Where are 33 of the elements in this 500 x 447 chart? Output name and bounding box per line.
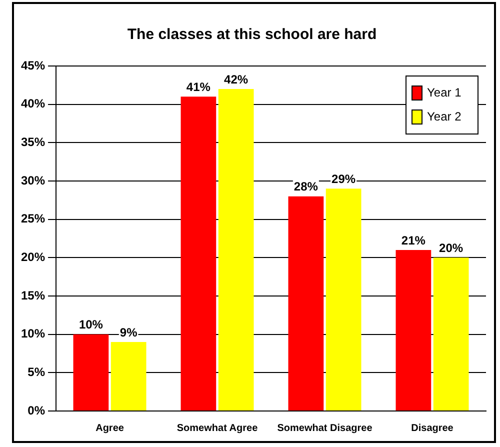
y-tick-label: 20%	[20, 250, 46, 264]
data-label: 20%	[439, 240, 464, 255]
data-label: 41%	[186, 80, 211, 94]
y-tick-label: 25%	[20, 212, 46, 226]
y-tick-label: 10%	[20, 326, 46, 341]
x-tick-label: Agree	[96, 422, 124, 434]
data-label: 29%	[332, 172, 356, 186]
y-tick-label: 45%	[20, 58, 46, 72]
bar	[110, 342, 146, 410]
data-label: 42%	[224, 72, 248, 86]
y-tick-label: 15%	[20, 288, 46, 302]
y-tick-label: 35%	[20, 134, 46, 149]
bar	[326, 188, 362, 410]
y-tick-label: 40%	[20, 96, 46, 111]
legend-label: Year 1	[427, 85, 462, 100]
y-tick-label: 5%	[28, 364, 46, 379]
bar	[218, 89, 254, 410]
x-tick-label: Somewhat Disagree	[277, 422, 373, 434]
legend-label: Year 2	[427, 109, 462, 124]
x-tick-label: Somewhat Agree	[176, 422, 258, 434]
data-label: 21%	[401, 233, 426, 248]
chart-title: The classes at this school are hard	[127, 26, 377, 44]
data-label: 28%	[294, 180, 318, 194]
bar	[433, 258, 469, 410]
y-tick-label: 30%	[20, 173, 46, 188]
x-tick-label: Disagree	[411, 422, 454, 434]
data-label: 9%	[120, 325, 138, 340]
bar	[288, 196, 324, 410]
data-label: 10%	[78, 318, 104, 332]
bar	[73, 334, 109, 410]
y-tick-label: 0%	[28, 403, 46, 418]
bar	[180, 96, 216, 410]
bar	[396, 250, 432, 410]
